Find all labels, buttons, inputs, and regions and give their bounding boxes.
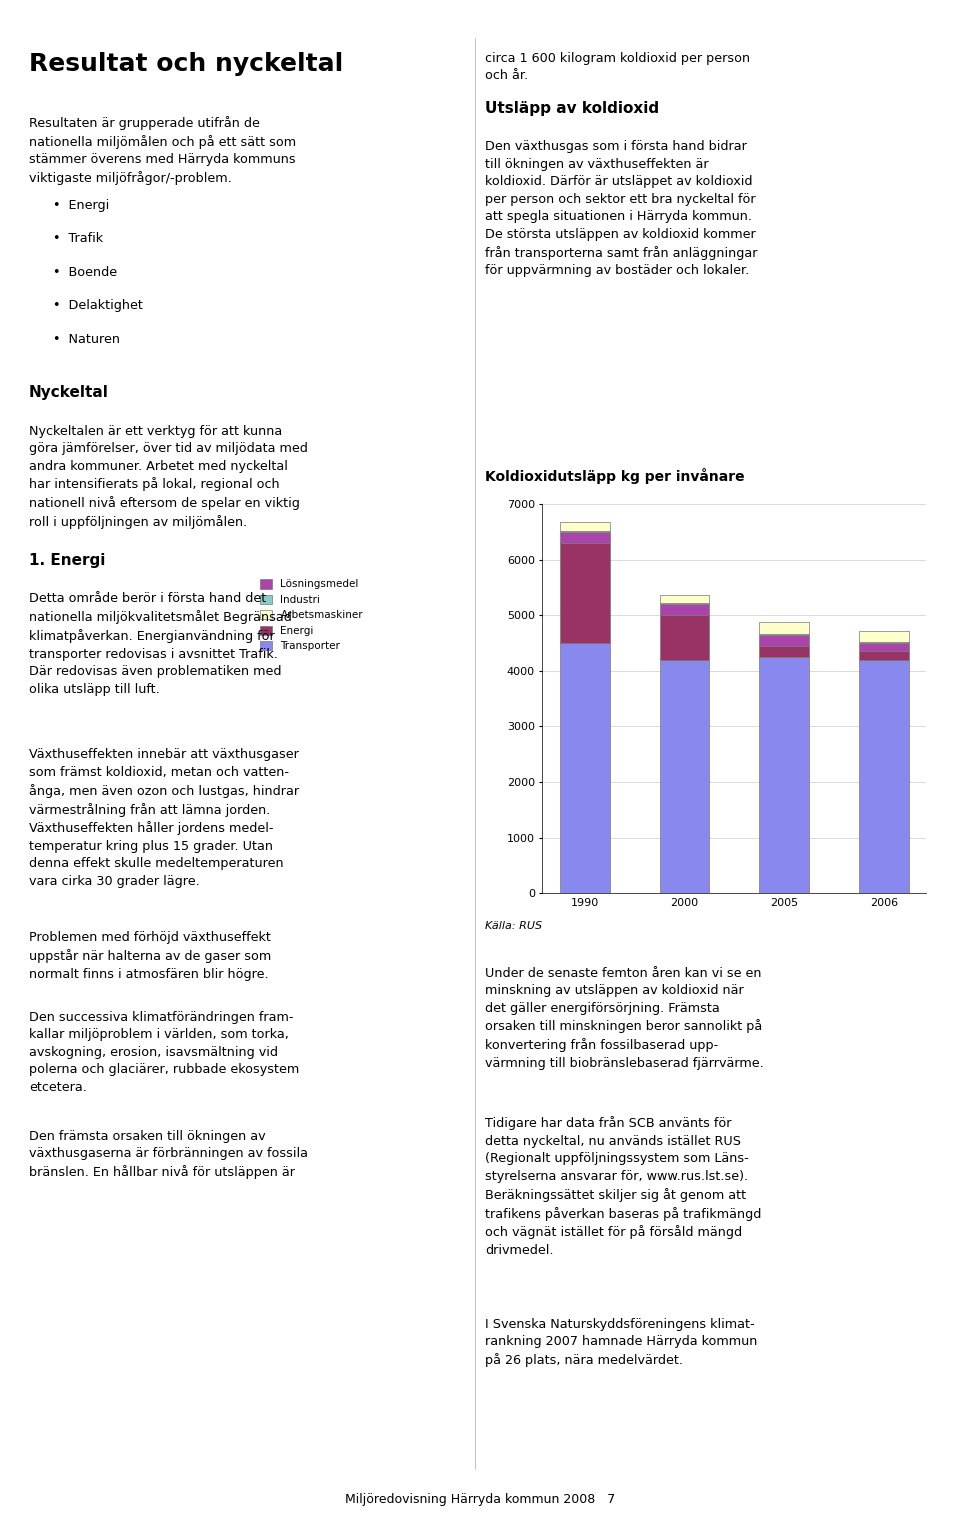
Text: Koldioxidutsläpp kg per invånare: Koldioxidutsläpp kg per invånare [485, 469, 744, 484]
Text: circa 1 600 kilogram koldioxid per person
och år.: circa 1 600 kilogram koldioxid per perso… [485, 52, 750, 82]
Text: •  Naturen: • Naturen [53, 333, 120, 347]
Text: •  Trafik: • Trafik [53, 232, 103, 246]
Text: Den främsta orsaken till ökningen av
växthusgaserna är förbränningen av fossila
: Den främsta orsaken till ökningen av väx… [29, 1130, 308, 1179]
Text: 1. Energi: 1. Energi [29, 553, 106, 568]
Text: Utsläpp av koldioxid: Utsläpp av koldioxid [485, 101, 659, 116]
Bar [759, 635, 809, 646]
Bar [759, 657, 809, 893]
Text: Problemen med förhöjd växthuseffekt
uppstår när halterna av de gaser som
normalt: Problemen med förhöjd växthuseffekt upps… [29, 931, 271, 980]
Bar [560, 531, 610, 544]
Text: Nyckeltal: Nyckeltal [29, 385, 108, 400]
Bar [660, 660, 709, 893]
Bar [560, 643, 610, 893]
Text: •  Boende: • Boende [53, 266, 117, 279]
Bar [660, 605, 709, 615]
Text: Den successiva klimatförändringen fram-
kallar miljöproblem i världen, som torka: Den successiva klimatförändringen fram- … [29, 1011, 300, 1093]
Bar [660, 596, 709, 603]
Text: •  Energi: • Energi [53, 199, 109, 212]
Text: Resultat och nyckeltal: Resultat och nyckeltal [29, 52, 343, 76]
Text: Tidigare har data från SCB använts för
detta nyckeltal, nu används istället RUS
: Tidigare har data från SCB använts för d… [485, 1116, 761, 1257]
Bar [859, 643, 909, 652]
Bar [560, 522, 610, 530]
Bar [859, 631, 909, 641]
Text: Växthuseffekten innebär att växthusgaser
som främst koldioxid, metan och vatten-: Växthuseffekten innebär att växthusgaser… [29, 748, 299, 887]
Bar [759, 623, 809, 634]
Text: I Svenska Naturskyddsföreningens klimat-
rankning 2007 hamnade Härryda kommun
på: I Svenska Naturskyddsföreningens klimat-… [485, 1318, 757, 1367]
Bar [759, 646, 809, 657]
Text: Miljöredovisning Härryda kommun 2008   7: Miljöredovisning Härryda kommun 2008 7 [345, 1493, 615, 1506]
Text: Under de senaste femton åren kan vi se en
minskning av utsläppen av koldioxid nä: Under de senaste femton åren kan vi se e… [485, 967, 763, 1070]
Text: Källa: RUS: Källa: RUS [485, 921, 542, 931]
Text: Den växthusgas som i första hand bidrar
till ökningen av växthuseffekten är
kold: Den växthusgas som i första hand bidrar … [485, 140, 757, 278]
Bar [859, 660, 909, 893]
Text: Resultaten är grupperade utifrån de
nationella miljömålen och på ett sätt som
st: Resultaten är grupperade utifrån de nati… [29, 116, 296, 185]
Bar [560, 544, 610, 643]
Text: Detta område berör i första hand det
nationella miljökvalitetsmålet Begränsad
kl: Detta område berör i första hand det nat… [29, 592, 292, 696]
Text: Nyckeltalen är ett verktyg för att kunna
göra jämförelser, över tid av miljödata: Nyckeltalen är ett verktyg för att kunna… [29, 425, 307, 530]
Bar [660, 615, 709, 660]
Bar [859, 652, 909, 660]
Text: •  Delaktighet: • Delaktighet [53, 299, 143, 313]
Legend: Lösningsmedel, Industri, Arbetsmaskiner, Energi, Transporter: Lösningsmedel, Industri, Arbetsmaskiner,… [259, 579, 363, 651]
